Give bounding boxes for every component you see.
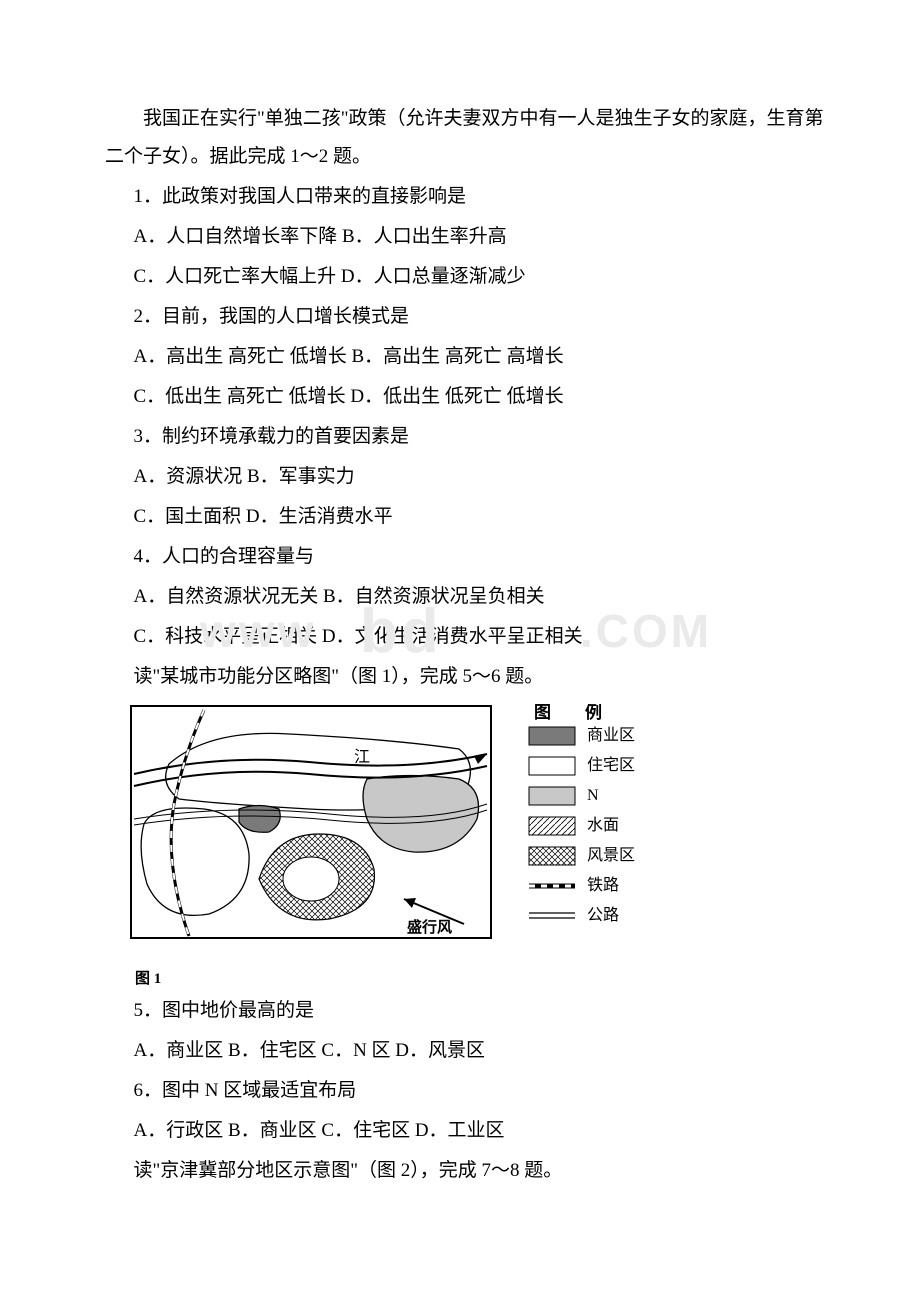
q4-stem: 4．人口的合理容量与 bbox=[105, 538, 830, 576]
q3-ab: A．资源状况 B．军事实力 bbox=[105, 458, 830, 496]
svg-text:N: N bbox=[587, 787, 599, 804]
q1-ab: A．人口自然增长率下降 B．人口出生率升高 bbox=[105, 218, 830, 256]
figure-1-caption: 图 1 bbox=[135, 967, 830, 988]
q2-ab: A．高出生 高死亡 低增长 B．高出生 高死亡 高增长 bbox=[105, 338, 830, 376]
svg-text:盛行风: 盛行风 bbox=[407, 918, 452, 936]
q1-cd: C．人口死亡率大幅上升 D．人口总量逐渐减少 bbox=[105, 258, 830, 296]
q4-ab: A．自然资源状况无关 B．自然资源状况呈负相关 bbox=[105, 578, 830, 616]
svg-text:图 例: 图 例 bbox=[534, 704, 602, 722]
intro-7-8: 读"京津冀部分地区示意图"（图 2），完成 7～8 题。 bbox=[105, 1152, 830, 1190]
svg-text:公路: 公路 bbox=[587, 906, 619, 924]
q3-cd: C．国土面积 D．生活消费水平 bbox=[105, 498, 830, 536]
svg-text:江: 江 bbox=[354, 748, 370, 766]
svg-text:风景区: 风景区 bbox=[587, 847, 635, 864]
svg-text:水面: 水面 bbox=[587, 816, 619, 834]
q6-opts: A．行政区 B．商业区 C．住宅区 D．工业区 bbox=[105, 1112, 830, 1150]
svg-text:住宅区: 住宅区 bbox=[587, 756, 635, 774]
q2-cd: C．低出生 高死亡 低增长 D．低出生 低死亡 低增长 bbox=[105, 378, 830, 416]
svg-text:商业区: 商业区 bbox=[587, 726, 635, 744]
svg-text:铁路: 铁路 bbox=[587, 876, 619, 894]
intro-text: 我国正在实行"单独二孩"政策（允许夫妻双方中有一人是独生子女的家庭，生育第二个子… bbox=[105, 100, 830, 176]
q3-stem: 3．制约环境承载力的首要因素是 bbox=[105, 418, 830, 456]
q6-stem: 6．图中 N 区域最适宜布局 bbox=[105, 1072, 830, 1110]
intro-5-6: 读"某城市功能分区略图"（图 1），完成 5～6 题。 bbox=[105, 658, 830, 696]
q5-opts: A．商业区 B．住宅区 C．N 区 D．风景区 bbox=[105, 1032, 830, 1070]
q5-stem: 5．图中地价最高的是 bbox=[105, 992, 830, 1030]
q2-stem: 2．目前，我国的人口增长模式是 bbox=[105, 298, 830, 336]
city-zoning-map: 江盛行风 图 例商业区住宅区 N 水面风景区铁路公路 bbox=[129, 704, 675, 944]
q1-stem: 1．此政策对我国人口带来的直接影响是 bbox=[105, 178, 830, 216]
q4-cd: C．科技水平呈正相关 D．文化生活消费水平呈正相关 bbox=[105, 618, 830, 656]
map-figure-1: 江盛行风 图 例商业区住宅区 N 水面风景区铁路公路 bbox=[129, 704, 830, 949]
